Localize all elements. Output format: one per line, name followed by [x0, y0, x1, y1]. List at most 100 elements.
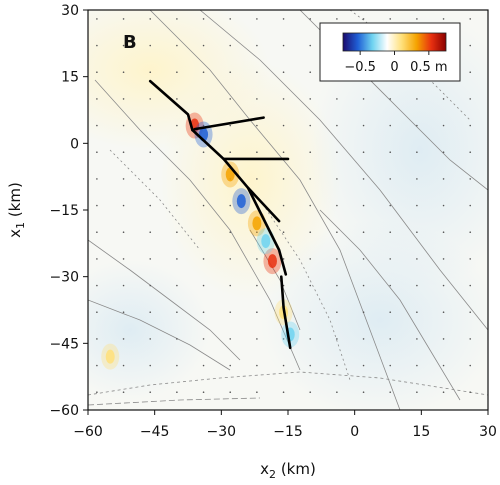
- station-dot: [256, 284, 258, 287]
- station-dot: [149, 364, 152, 367]
- station-dot: [202, 124, 205, 127]
- y-axis: 30 15 0 −15 −30 −45 −60: [49, 3, 88, 419]
- station-dot: [416, 151, 418, 154]
- station-dot: [442, 311, 445, 314]
- station-dot: [202, 231, 205, 234]
- y-tick-label: −60: [49, 403, 79, 419]
- x-tick-label: −60: [73, 424, 103, 440]
- station-dot: [122, 124, 125, 127]
- station-dot: [149, 18, 152, 20]
- station-dot: [469, 364, 472, 367]
- station-dot: [176, 124, 178, 127]
- y-axis-label: x1 (km): [6, 182, 27, 238]
- station-dot: [256, 311, 258, 314]
- station-dot: [442, 231, 445, 234]
- station-dot: [229, 124, 232, 127]
- station-dot: [309, 364, 312, 367]
- x-tick-label: −45: [140, 424, 170, 440]
- slip-hotspot: [261, 234, 271, 249]
- station-dot: [229, 258, 232, 260]
- rupture-traces: [148, 79, 292, 350]
- station-dot: [362, 204, 365, 207]
- station-dot: [256, 338, 258, 340]
- station-dot: [176, 231, 178, 234]
- station-dot: [282, 338, 285, 340]
- y-tick-label: 15: [61, 70, 79, 86]
- station-dot: [282, 364, 285, 367]
- station-dot: [469, 151, 472, 154]
- station-dot: [416, 178, 418, 180]
- station-dot: [362, 258, 365, 260]
- station-dot: [309, 391, 312, 394]
- station-dot: [469, 44, 472, 47]
- station-dot: [416, 204, 418, 207]
- station-dot: [202, 258, 205, 260]
- station-dot: [122, 231, 125, 234]
- station-dot: [229, 151, 232, 154]
- station-dot: [389, 98, 392, 100]
- station-dot: [202, 284, 205, 287]
- station-dot: [96, 151, 98, 154]
- station-dot: [389, 18, 392, 20]
- station-dot: [96, 204, 98, 207]
- station-dot: [176, 258, 178, 260]
- station-dot: [336, 364, 338, 367]
- station-dot: [282, 231, 285, 234]
- station-dot: [256, 44, 258, 47]
- station-dot: [149, 71, 152, 74]
- station-dot: [122, 151, 125, 154]
- station-dot: [149, 391, 152, 394]
- station-dot: [362, 124, 365, 127]
- station-dot: [96, 364, 98, 367]
- station-dot: [416, 391, 418, 394]
- station-dot: [336, 338, 338, 340]
- station-dot: [256, 18, 258, 20]
- station-dot: [416, 338, 418, 340]
- station-dots: [96, 18, 472, 394]
- background-field: [88, 10, 488, 410]
- station-dot: [202, 338, 205, 340]
- station-dot: [149, 178, 152, 180]
- station-dot: [282, 18, 285, 20]
- station-dot: [469, 204, 472, 207]
- station-dot: [282, 258, 285, 260]
- station-dot: [309, 18, 312, 20]
- station-dot: [202, 98, 205, 100]
- station-dot: [282, 98, 285, 100]
- station-dot: [469, 98, 472, 100]
- station-dot: [309, 124, 312, 127]
- station-dot: [149, 311, 152, 314]
- station-dot: [282, 204, 285, 207]
- slip-hotspot: [267, 254, 277, 269]
- station-dot: [202, 178, 205, 180]
- station-dot: [389, 311, 392, 314]
- station-dot: [149, 338, 152, 340]
- station-dot: [442, 98, 445, 100]
- station-dot: [469, 124, 472, 127]
- station-dot: [122, 284, 125, 287]
- station-dot: [362, 151, 365, 154]
- station-dot: [96, 98, 98, 100]
- station-dot: [469, 391, 472, 394]
- slip-hotspot: [105, 349, 115, 364]
- station-dot: [416, 231, 418, 234]
- station-dot: [149, 151, 152, 154]
- station-dot: [309, 98, 312, 100]
- station-dot: [389, 151, 392, 154]
- station-dot: [149, 204, 152, 207]
- station-dot: [336, 391, 338, 394]
- station-dot: [336, 284, 338, 287]
- x-tick-label: 0: [350, 424, 359, 440]
- station-dot: [229, 231, 232, 234]
- station-dot: [202, 391, 205, 394]
- station-dot: [416, 124, 418, 127]
- station-dot: [202, 311, 205, 314]
- slip-hotspot: [236, 194, 246, 209]
- station-dot: [96, 231, 98, 234]
- station-dot: [362, 178, 365, 180]
- station-dot: [96, 391, 98, 394]
- x-axis-label: x2 (km): [260, 460, 316, 481]
- colorbar-tick-label: 0.5 m: [410, 60, 447, 75]
- station-dot: [362, 284, 365, 287]
